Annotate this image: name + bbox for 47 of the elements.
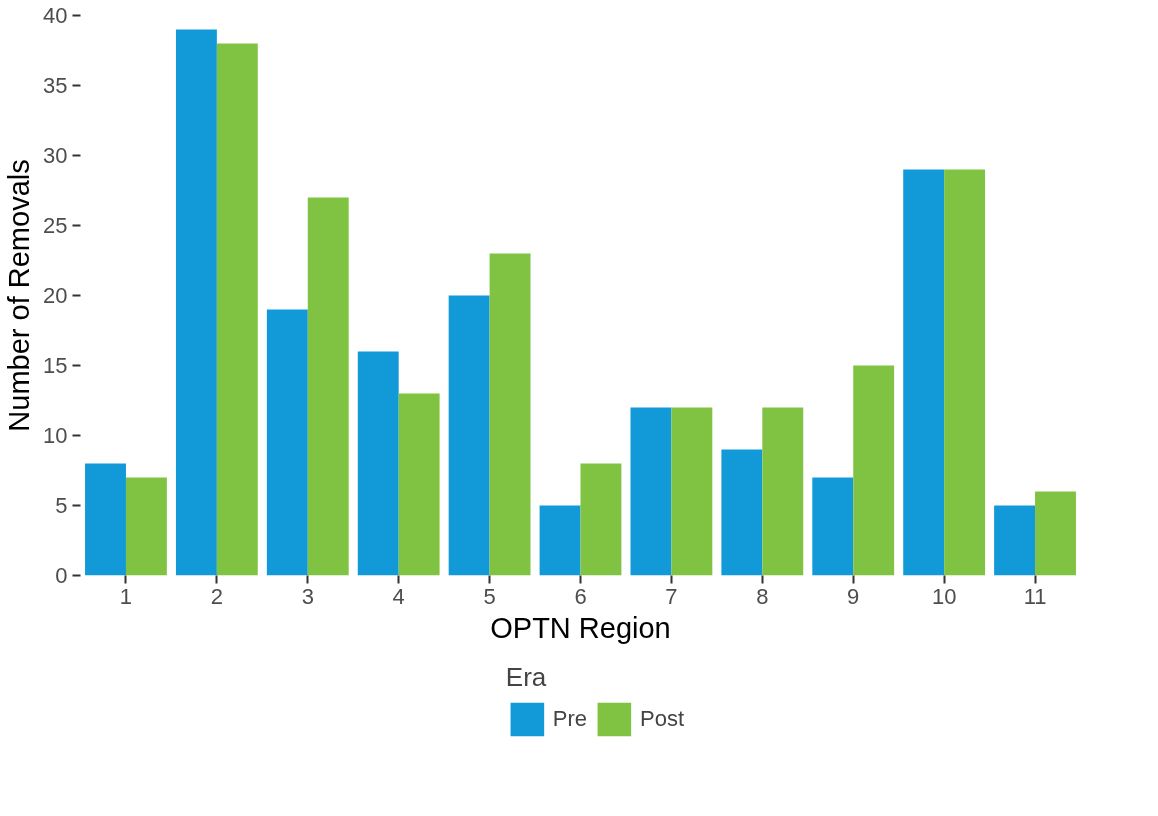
legend-label: Pre <box>552 706 588 732</box>
x-tick-label: 7 <box>665 583 678 609</box>
bar <box>398 393 440 576</box>
x-tick-label: 10 <box>931 583 957 609</box>
x-tick-label: 4 <box>392 583 405 609</box>
bar <box>1035 491 1076 576</box>
x-tick-label: 2 <box>210 583 223 609</box>
bar <box>216 43 258 576</box>
bar <box>812 477 854 576</box>
bar <box>580 463 622 576</box>
bar <box>944 169 986 576</box>
bar <box>85 463 126 576</box>
bar <box>489 253 531 576</box>
x-tick-label: 6 <box>574 583 587 609</box>
bar <box>125 477 167 576</box>
bar <box>721 449 763 576</box>
y-tick-label: 30 <box>43 143 68 168</box>
x-tick-label: 1 <box>119 583 133 609</box>
bar <box>266 309 308 576</box>
x-tick-label: 9 <box>847 583 860 609</box>
y-tick-label: 20 <box>43 283 68 308</box>
bar <box>671 407 713 576</box>
bar <box>357 351 399 576</box>
bar <box>903 169 945 576</box>
y-tick-label: 0 <box>55 563 68 588</box>
y-tick-label: 15 <box>43 353 68 378</box>
y-tick-label: 35 <box>43 73 68 98</box>
x-axis-title: OPTN Region <box>490 611 671 644</box>
y-tick-label: 10 <box>43 423 68 448</box>
y-tick-label: 25 <box>43 213 68 238</box>
bar <box>175 29 217 576</box>
legend-label: Post <box>640 706 685 732</box>
bar <box>539 505 581 576</box>
bar <box>307 197 349 576</box>
x-tick-label: 5 <box>483 583 496 609</box>
y-tick-label: 40 <box>43 3 68 28</box>
x-tick-label: 8 <box>756 583 769 609</box>
bar <box>853 365 895 576</box>
bar <box>630 407 672 576</box>
bar <box>762 407 804 576</box>
y-axis-title: Number of Removals <box>3 159 36 432</box>
x-tick-label: 11 <box>1023 583 1047 609</box>
x-tick-label: 3 <box>301 583 314 609</box>
bar <box>448 295 490 576</box>
y-tick-label: 5 <box>55 493 68 518</box>
legend-title: Era <box>505 662 548 693</box>
bar <box>994 505 1036 576</box>
